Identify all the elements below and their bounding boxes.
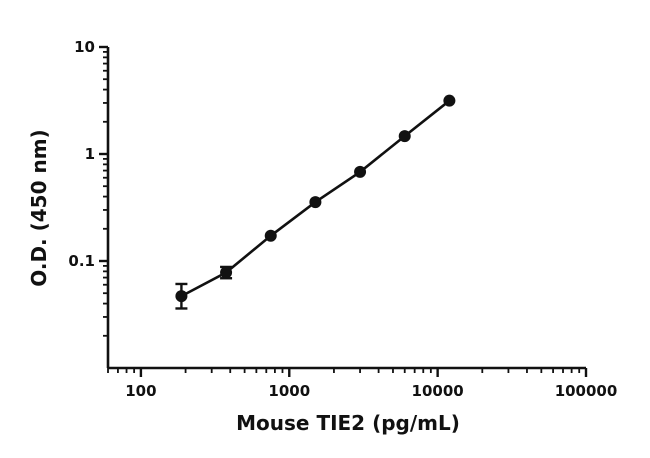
x-tick-label: 10000 <box>412 382 464 400</box>
data-point <box>264 229 277 242</box>
y-tick-label: 10 <box>74 38 95 56</box>
data-point <box>220 266 233 279</box>
x-tick-label: 1000 <box>268 382 310 400</box>
data-point <box>398 130 411 143</box>
y-axis-title: O.D. (450 nm) <box>27 129 51 286</box>
x-tick-label: 100 <box>125 382 156 400</box>
plot-area <box>175 94 456 310</box>
axes: 0.1 1 10 100 1000 10000 100000 <box>68 38 617 400</box>
y-tick-label: 1 <box>85 145 95 163</box>
y-tick-label: 0.1 <box>68 252 95 270</box>
x-tick-label: 100000 <box>555 382 618 400</box>
data-point <box>354 165 367 178</box>
x-axis-title: Mouse TIE2 (pg/mL) <box>236 411 460 435</box>
data-point <box>443 94 456 107</box>
data-point <box>175 290 188 303</box>
data-point <box>309 196 322 209</box>
